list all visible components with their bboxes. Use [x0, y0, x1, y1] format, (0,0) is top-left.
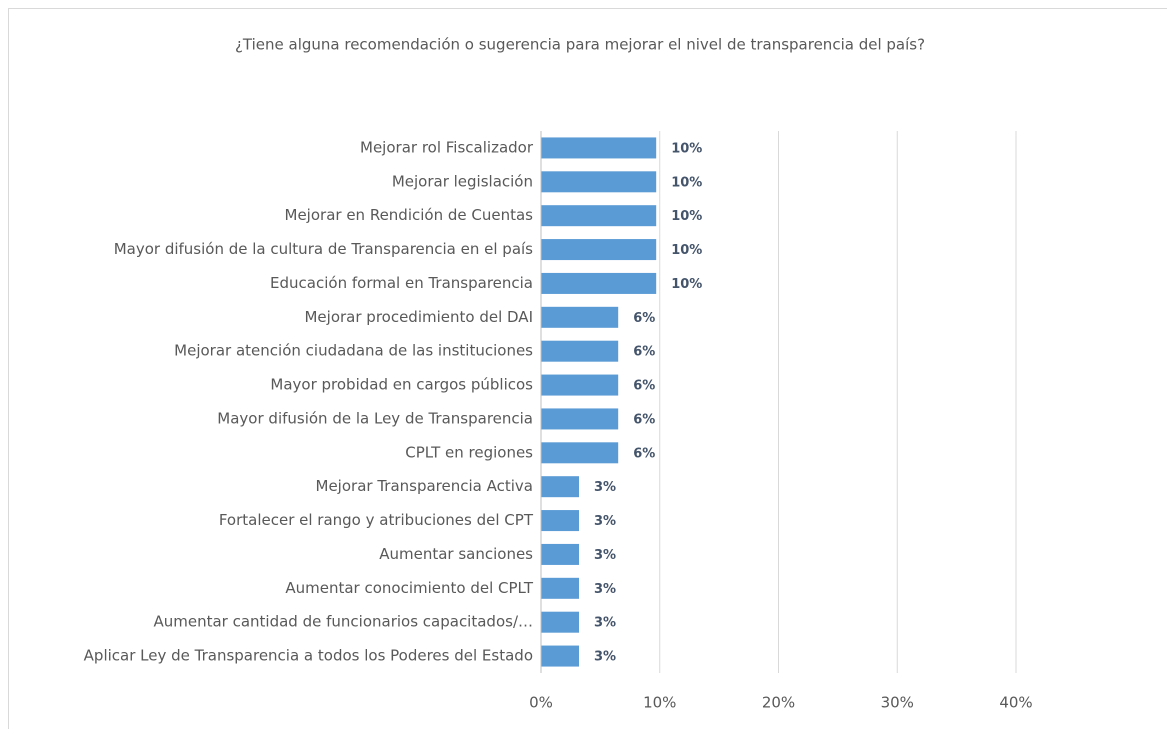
y-tick-label: Fortalecer el rango y atribuciones del C… [219, 511, 534, 529]
x-tick-label: 10% [643, 694, 676, 712]
bar [541, 306, 619, 328]
data-label: 6% [633, 311, 655, 326]
bar [541, 272, 657, 294]
y-tick-label: Educación formal en Transparencia [270, 274, 533, 292]
y-tick-label: Mejorar Transparencia Activa [316, 477, 533, 495]
data-label: 6% [633, 379, 655, 394]
bar [541, 510, 579, 532]
data-label: 3% [594, 582, 616, 597]
bar [541, 205, 657, 227]
x-tick-label: 40% [999, 694, 1032, 712]
bar [541, 171, 657, 193]
y-tick-label: Mejorar legislación [392, 172, 533, 190]
data-label: 3% [594, 616, 616, 631]
y-tick-label: CPLT en regiones [405, 443, 533, 461]
bar [541, 442, 619, 464]
bar [541, 340, 619, 362]
y-tick-label: Mejorar atención ciudadana de las instit… [174, 342, 533, 360]
y-tick-label: Mejorar en Rendición de Cuentas [285, 206, 534, 224]
data-label: 6% [633, 412, 655, 427]
x-tick-label: 30% [881, 694, 914, 712]
data-label: 10% [671, 209, 702, 224]
bar [541, 476, 579, 498]
y-tick-label: Mayor difusión de la cultura de Transpar… [114, 240, 533, 258]
data-label: 10% [671, 175, 702, 190]
data-label: 3% [594, 650, 616, 665]
y-tick-label: Aumentar conocimiento del CPLT [285, 579, 533, 597]
bar [541, 543, 579, 565]
y-tick-label: Mejorar rol Fiscalizador [360, 138, 534, 156]
x-tick-label: 0% [529, 694, 553, 712]
bar [541, 137, 657, 159]
y-tick-label: Mayor difusión de la Ley de Transparenci… [217, 409, 533, 427]
x-tick-label: 20% [762, 694, 795, 712]
y-tick-label: Mejorar procedimiento del DAI [304, 308, 533, 326]
data-label: 10% [671, 243, 702, 258]
data-label: 3% [594, 548, 616, 563]
data-label: 6% [633, 446, 655, 461]
data-label: 10% [671, 277, 702, 292]
chart-frame [8, 8, 1167, 729]
y-tick-label: Aumentar cantidad de funcionarios capaci… [153, 613, 533, 631]
y-tick-label: Aumentar sanciones [379, 545, 533, 563]
y-tick-label: Aplicar Ley de Transparencia a todos los… [84, 647, 533, 665]
bar [541, 645, 579, 667]
bar [541, 611, 579, 633]
bar [541, 408, 619, 430]
data-label: 3% [594, 514, 616, 529]
chart-title: ¿Tiene alguna recomendación o sugerencia… [235, 36, 925, 54]
data-label: 10% [671, 141, 702, 156]
data-label: 6% [633, 345, 655, 360]
bar [541, 374, 619, 396]
y-tick-label: Mayor probidad en cargos públicos [270, 376, 533, 394]
data-label: 3% [594, 480, 616, 495]
bar [541, 577, 579, 599]
bar [541, 239, 657, 261]
